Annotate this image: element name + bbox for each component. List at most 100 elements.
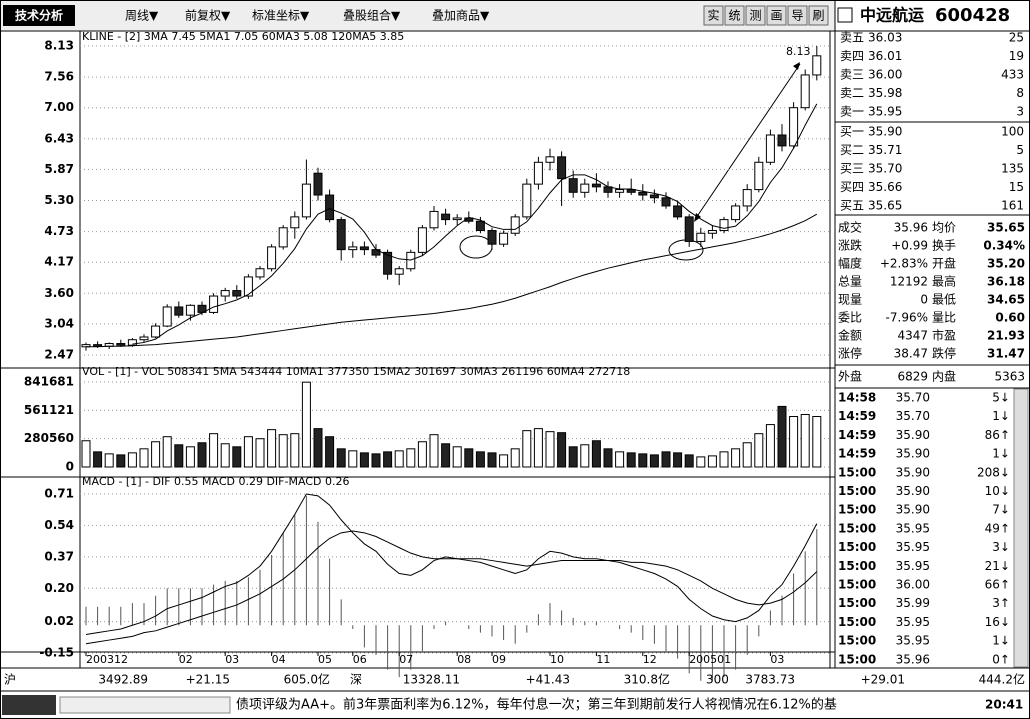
stat-label: 量比 xyxy=(932,311,956,325)
menu-item[interactable]: 标准坐标▼ xyxy=(252,9,310,23)
tick-time: 15:00 xyxy=(838,540,876,554)
y-tick-label: 5.30 xyxy=(44,193,74,207)
volume-bar xyxy=(104,453,114,468)
tool-button[interactable] xyxy=(703,5,724,26)
candle-body xyxy=(290,216,300,229)
candle-body xyxy=(313,172,323,196)
y-tick-label: 0.54 xyxy=(44,518,74,532)
volume-bar xyxy=(765,424,775,468)
volume-bar xyxy=(406,448,416,468)
candle-body xyxy=(417,227,427,253)
title-tab[interactable] xyxy=(3,5,75,26)
x-tick-label: 08 xyxy=(457,653,471,666)
quote-price: 35.90 xyxy=(868,125,902,139)
quote-label: 卖五 xyxy=(840,31,864,45)
volume-bar xyxy=(429,434,439,468)
scrollbar[interactable] xyxy=(1013,388,1029,668)
candle-body xyxy=(719,219,729,232)
x-tick-label: 200312 xyxy=(86,653,128,666)
tool-button[interactable] xyxy=(787,5,808,26)
tick-time: 15:00 xyxy=(838,521,876,535)
candle-body xyxy=(162,306,172,327)
volume-bar xyxy=(568,446,578,468)
menu-item[interactable]: 前复权▼ xyxy=(185,8,231,23)
candle-body xyxy=(557,156,567,180)
volume-bar xyxy=(185,446,195,468)
volume-bar xyxy=(545,431,555,468)
quote-label: 卖一 xyxy=(840,105,864,119)
clock: 20:41 xyxy=(985,698,1023,712)
y-tick-label: 5.87 xyxy=(44,162,74,176)
tick-volume: 3↑ xyxy=(992,596,1010,610)
x-tick-label: 03 xyxy=(225,653,239,666)
candle-body xyxy=(127,339,137,346)
tick-time: 15:00 xyxy=(838,578,876,592)
candle-body xyxy=(765,134,775,163)
y-tick-label: 0.02 xyxy=(44,614,74,628)
y-tick-label: 8.13 xyxy=(44,39,74,53)
volume-bar xyxy=(475,451,485,468)
index-item: +21.15 xyxy=(186,673,230,687)
candle-body xyxy=(684,216,694,242)
candle-body xyxy=(487,230,497,245)
stock-icon[interactable] xyxy=(837,7,853,23)
stat-label: 幅度 xyxy=(838,256,862,271)
volume-bar xyxy=(754,433,764,468)
volume-bar xyxy=(127,452,137,468)
quote-price: 35.66 xyxy=(868,180,902,194)
stat-label: 均价 xyxy=(932,221,956,235)
stat-label: 现量 xyxy=(838,293,862,307)
tool-label: 实 xyxy=(707,8,719,23)
x-tick-label: 200501 xyxy=(689,653,731,666)
menu-item[interactable]: 叠加商品▼ xyxy=(432,8,490,23)
volume-bar xyxy=(742,442,752,468)
tool-button[interactable] xyxy=(808,5,829,26)
volume-bar xyxy=(371,453,381,468)
quote-label: 卖二 xyxy=(840,86,864,100)
tick-time: 15:00 xyxy=(838,484,876,498)
candle-body xyxy=(789,107,799,147)
volume-bar xyxy=(116,454,126,468)
candle-body xyxy=(441,213,451,221)
x-tick-label: 04 xyxy=(272,653,286,666)
volume-bar xyxy=(197,442,207,468)
stat-value: 31.47 xyxy=(987,347,1025,361)
stat-label: 市盈 xyxy=(932,328,956,343)
candle-body xyxy=(800,74,810,109)
volume-bar xyxy=(278,434,288,468)
candle-body xyxy=(522,183,532,218)
index-item: +29.01 xyxy=(861,673,905,687)
volume-bar xyxy=(348,450,358,468)
stat-value: 0 xyxy=(920,293,928,307)
x-tick-label: 06 xyxy=(353,653,367,666)
y-tick-label: 280560 xyxy=(24,431,74,445)
tick-price: 35.95 xyxy=(896,540,930,554)
tick-volume: 3↓ xyxy=(992,540,1010,554)
outer-inner: 6829 xyxy=(897,370,928,384)
tool-button[interactable] xyxy=(766,5,787,26)
volume-bar xyxy=(220,443,230,468)
volume-bar xyxy=(162,436,172,468)
candle-body xyxy=(649,194,659,199)
index-item: 300 xyxy=(706,673,729,687)
tick-volume: 1↓ xyxy=(992,447,1010,461)
stat-value: 35.65 xyxy=(987,221,1025,235)
volume-bar xyxy=(93,451,103,468)
candle-body xyxy=(93,344,103,347)
stat-label: 涨停 xyxy=(838,346,862,361)
x-tick-label: 03 xyxy=(770,653,784,666)
tool-button[interactable] xyxy=(745,5,766,26)
menu-item[interactable]: 周线▼ xyxy=(125,9,159,23)
volume-bar xyxy=(394,450,404,468)
index-item: +41.43 xyxy=(526,673,570,687)
volume-bar xyxy=(452,446,462,468)
volume-bar xyxy=(290,433,300,468)
candle-body xyxy=(707,230,717,234)
tool-button[interactable] xyxy=(724,5,745,26)
quote-volume: 161 xyxy=(1001,199,1024,213)
quote-volume: 8 xyxy=(1016,86,1024,100)
x-tick-label: 07 xyxy=(399,653,413,666)
menu-item[interactable]: 叠股组合▼ xyxy=(343,8,401,23)
index-item: 3783.73 xyxy=(745,673,795,687)
